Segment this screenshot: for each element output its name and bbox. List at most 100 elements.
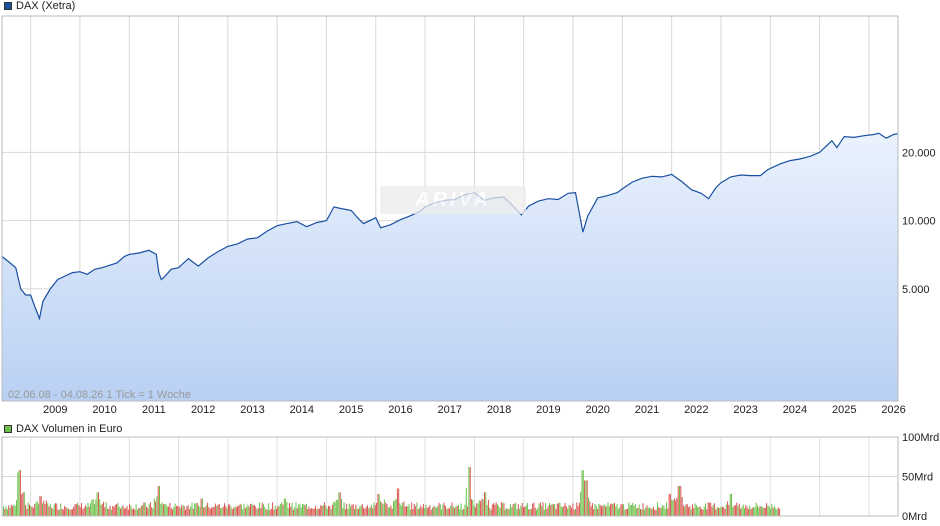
- volume-bar: [40, 496, 42, 517]
- volume-bar: [331, 504, 333, 516]
- volume-bar: [729, 493, 731, 516]
- volume-bar: [646, 505, 648, 516]
- volume-bar: [538, 503, 540, 516]
- volume-bar: [372, 508, 374, 516]
- volume-bar: [589, 501, 591, 516]
- volume-bar: [147, 508, 149, 516]
- x-tick-label: 2021: [635, 404, 659, 416]
- volume-y-tick-label: 50Mrd: [902, 472, 933, 484]
- volume-bar: [494, 504, 496, 516]
- volume-bar: [247, 504, 249, 516]
- volume-bar: [103, 501, 105, 516]
- volume-bar: [213, 506, 215, 516]
- volume-bar: [458, 504, 459, 516]
- volume-bar: [745, 504, 747, 516]
- volume-bar: [442, 504, 444, 516]
- volume-bar: [549, 503, 550, 516]
- volume-bar: [575, 508, 576, 516]
- volume-bar: [441, 509, 443, 516]
- volume-bar: [541, 506, 543, 516]
- volume-bar: [721, 506, 723, 516]
- volume-bar: [266, 509, 268, 516]
- volume-bar: [381, 502, 383, 516]
- volume-bar: [645, 507, 647, 516]
- volume-bar: [374, 505, 376, 516]
- volume-bar: [47, 503, 49, 516]
- volume-bar: [195, 503, 197, 516]
- volume-bar: [633, 505, 635, 516]
- volume-bar: [239, 503, 241, 516]
- volume-bar: [500, 502, 502, 516]
- volume-bar: [92, 499, 94, 516]
- volume-bar: [407, 506, 409, 516]
- volume-bar: [422, 504, 424, 516]
- volume-bar: [653, 506, 654, 516]
- volume-bar: [217, 504, 219, 516]
- volume-bar: [97, 492, 99, 516]
- volume-bar: [8, 505, 10, 516]
- volume-bar: [187, 505, 189, 516]
- volume-bar: [203, 507, 205, 516]
- volume-bar: [402, 502, 404, 516]
- volume-bar: [472, 500, 474, 516]
- volume-bar: [676, 497, 678, 516]
- volume-bar: [155, 501, 157, 516]
- volume-bar: [253, 505, 255, 516]
- volume-bar: [415, 506, 417, 516]
- volume-bar: [162, 504, 164, 516]
- volume-bar: [569, 505, 571, 516]
- volume-bar: [568, 505, 570, 516]
- volume-bar: [308, 506, 310, 516]
- volume-bar: [360, 505, 362, 516]
- volume-bar: [73, 506, 75, 516]
- volume-bar: [341, 498, 342, 516]
- volume-bar: [64, 506, 66, 516]
- volume-bar: [682, 505, 684, 516]
- volume-bar: [302, 504, 303, 516]
- price-panel: 2009 2010 2011 2012 2013 2014 2015 2016 2017 2018…: [1, 15, 936, 516]
- volume-bar: [684, 506, 686, 516]
- volume-bar: [270, 508, 272, 516]
- volume-bar: [416, 502, 418, 516]
- volume-bar: [75, 504, 77, 516]
- volume-bar: [135, 504, 137, 516]
- volume-bar: [432, 507, 433, 516]
- volume-bar: [337, 500, 339, 516]
- x-tick-label: 2015: [339, 404, 363, 416]
- price-legend: DAX (Xetra): [4, 0, 75, 12]
- volume-bar: [654, 509, 656, 516]
- volume-bar: [378, 493, 380, 516]
- volume-bar: [698, 507, 700, 516]
- volume-bar: [4, 509, 6, 516]
- volume-bar: [295, 502, 297, 516]
- volume-bar: [731, 493, 732, 516]
- volume-bar: [387, 507, 389, 516]
- volume-bar: [595, 506, 597, 516]
- volume-bar: [564, 503, 566, 516]
- volume-bar: [65, 507, 67, 516]
- volume-bar: [668, 493, 670, 516]
- volume-bar: [481, 498, 483, 516]
- y-tick-label: 10.000: [902, 216, 936, 228]
- volume-bar: [629, 505, 631, 516]
- volume-bar: [521, 503, 523, 516]
- x-tick-label: 2010: [92, 404, 116, 416]
- x-tick-label: 2011: [142, 404, 166, 416]
- volume-bar: [588, 497, 589, 516]
- volume-bar: [768, 506, 770, 516]
- volume-bar: [659, 508, 661, 516]
- volume-bar: [303, 504, 305, 516]
- volume-bar: [471, 499, 472, 516]
- volume-bar: [393, 501, 394, 516]
- volume-bar: [507, 509, 509, 516]
- volume-bar: [264, 506, 266, 516]
- volume-bar: [248, 506, 250, 516]
- volume-bar: [615, 506, 617, 516]
- volume-bar: [749, 505, 751, 516]
- volume-bar: [667, 508, 669, 516]
- volume-bar: [537, 507, 539, 516]
- volume-bar: [586, 480, 588, 516]
- volume-bar: [240, 504, 242, 516]
- volume-bar: [61, 508, 63, 516]
